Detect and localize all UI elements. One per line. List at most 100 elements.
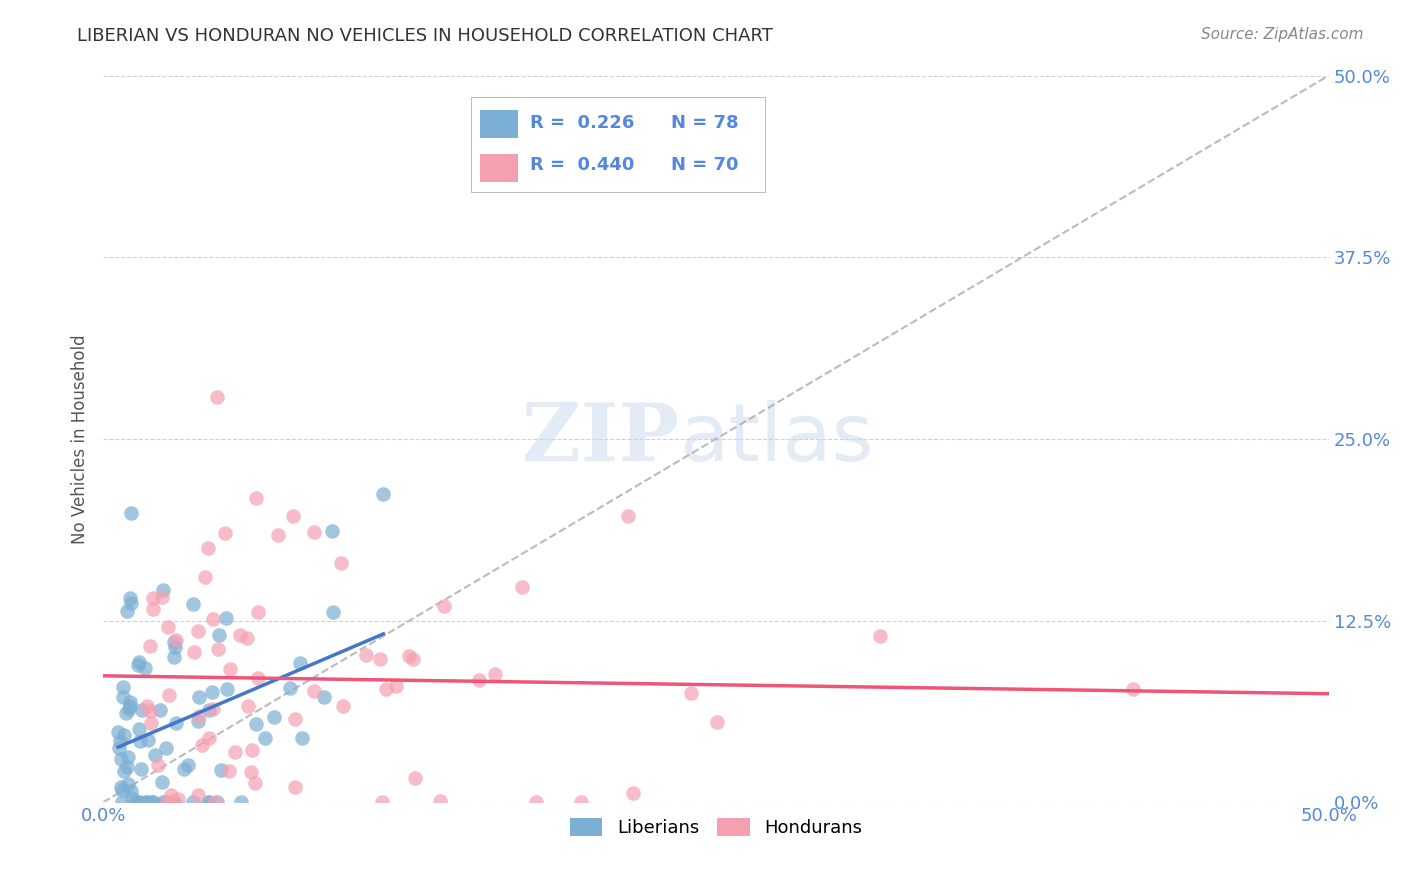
Point: [112, 728, 135, 742]
Point: [162, 795, 184, 809]
Point: [368, 652, 391, 666]
Point: [526, 795, 548, 809]
Text: Source: ZipAtlas.com: Source: ZipAtlas.com: [1201, 27, 1364, 42]
Point: [135, 795, 157, 809]
Point: [208, 628, 231, 642]
Point: [129, 795, 152, 809]
Point: [209, 763, 232, 777]
Point: [187, 624, 209, 639]
Point: [869, 629, 891, 643]
Point: [146, 757, 169, 772]
Point: [202, 612, 225, 626]
Point: [187, 690, 209, 704]
Point: [139, 704, 162, 718]
Point: [155, 741, 177, 756]
Point: [354, 648, 377, 663]
Point: [120, 506, 142, 520]
Legend: Liberians, Hondurans: Liberians, Hondurans: [562, 810, 869, 844]
Point: [128, 723, 150, 737]
Point: [385, 679, 408, 693]
Point: [135, 795, 157, 809]
Point: [160, 795, 183, 809]
Point: [198, 702, 221, 716]
Point: [373, 486, 395, 500]
Point: [128, 655, 150, 669]
Point: [152, 795, 174, 809]
Point: [117, 749, 139, 764]
Point: [468, 673, 491, 687]
Point: [191, 739, 214, 753]
Point: [429, 794, 451, 808]
Point: [239, 765, 262, 780]
Point: [197, 795, 219, 809]
Point: [157, 688, 180, 702]
Point: [157, 620, 180, 634]
Point: [284, 780, 307, 794]
Y-axis label: No Vehicles in Household: No Vehicles in Household: [72, 334, 89, 544]
Point: [404, 771, 426, 785]
Point: [302, 525, 325, 540]
Point: [166, 792, 188, 806]
Point: [111, 680, 134, 694]
Point: [571, 795, 593, 809]
Point: [143, 748, 166, 763]
Point: [236, 631, 259, 645]
Point: [194, 570, 217, 584]
Point: [150, 774, 173, 789]
Point: [197, 731, 219, 745]
Text: atlas: atlas: [679, 400, 873, 478]
Point: [114, 706, 136, 720]
Point: [163, 795, 186, 809]
Point: [398, 649, 420, 664]
Text: LIBERIAN VS HONDURAN NO VEHICLES IN HOUSEHOLD CORRELATION CHART: LIBERIAN VS HONDURAN NO VEHICLES IN HOUS…: [77, 27, 773, 45]
Point: [155, 795, 177, 809]
Point: [183, 645, 205, 659]
Point: [127, 795, 149, 809]
Point: [129, 762, 152, 776]
Point: [187, 714, 209, 729]
Point: [215, 610, 238, 624]
Point: [149, 703, 172, 717]
Point: [163, 635, 186, 649]
Point: [156, 795, 179, 809]
Point: [322, 605, 344, 619]
Point: [321, 524, 343, 538]
Point: [224, 745, 246, 759]
Point: [120, 699, 142, 714]
Point: [243, 775, 266, 789]
Point: [181, 795, 204, 809]
Point: [679, 686, 702, 700]
Point: [131, 703, 153, 717]
Point: [240, 743, 263, 757]
Point: [617, 508, 640, 523]
Point: [118, 702, 141, 716]
Point: [188, 709, 211, 723]
Point: [207, 390, 229, 404]
Point: [120, 591, 142, 605]
Point: [229, 628, 252, 642]
Point: [375, 682, 398, 697]
Point: [371, 795, 394, 809]
Point: [263, 710, 285, 724]
Point: [291, 731, 314, 745]
Point: [314, 690, 336, 704]
Point: [621, 786, 644, 800]
Point: [246, 671, 269, 685]
Point: [204, 795, 226, 809]
Point: [139, 639, 162, 653]
Point: [110, 795, 132, 809]
Point: [142, 795, 165, 809]
Point: [304, 683, 326, 698]
Point: [402, 652, 425, 666]
Point: [110, 780, 132, 795]
Point: [108, 733, 131, 747]
Point: [278, 681, 301, 695]
Point: [510, 580, 533, 594]
Point: [245, 717, 267, 731]
Point: [181, 597, 204, 611]
Point: [110, 752, 132, 766]
Point: [197, 541, 219, 555]
Point: [247, 605, 270, 619]
Point: [207, 642, 229, 657]
Point: [1122, 682, 1144, 697]
